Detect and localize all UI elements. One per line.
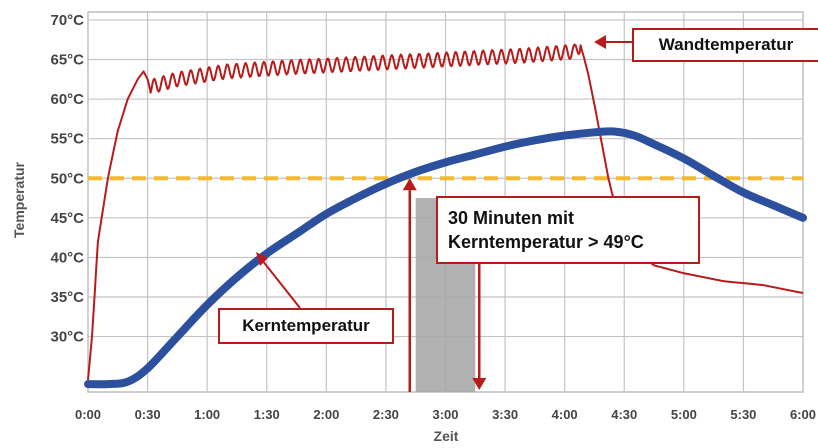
x-tick-label: 2:30 — [373, 407, 399, 422]
duration-callout: 30 Minuten mit Kerntemperatur > 49°C — [436, 196, 700, 264]
kerntemperatur-label: Kerntemperatur — [242, 316, 370, 335]
wandtemperatur-callout: Wandtemperatur — [632, 28, 818, 62]
y-tick-label: 60°C — [50, 91, 84, 108]
x-tick-label: 1:00 — [194, 407, 220, 422]
wandtemperatur-label: Wandtemperatur — [658, 35, 794, 54]
kern-pointer — [261, 259, 301, 309]
y-tick-label: 35°C — [50, 289, 84, 306]
y-axis-title: Temperatur — [11, 161, 27, 238]
x-tick-label: 0:30 — [135, 407, 161, 422]
wand-pointer-head — [594, 35, 606, 49]
duration-line-2: Kerntemperatur > 49°C — [448, 232, 644, 252]
x-tick-label: 5:30 — [730, 407, 756, 422]
y-tick-label: 40°C — [50, 249, 84, 266]
series-wandtemperatur-line — [87, 43, 804, 381]
x-tick-label: 0:00 — [75, 407, 101, 422]
y-tick-label: 70°C — [50, 12, 84, 29]
x-tick-label: 5:00 — [671, 407, 697, 422]
x-tick-label: 4:30 — [611, 407, 637, 422]
duration-line-1: 30 Minuten mit — [448, 208, 575, 228]
kern-pointer-head — [256, 252, 268, 266]
duration-start-arrow-head — [402, 178, 417, 191]
y-tick-label: 45°C — [50, 210, 84, 227]
x-tick-label: 6:00 — [790, 407, 816, 422]
series-kerntemperatur-line — [84, 127, 807, 389]
y-tick-label: 55°C — [50, 131, 84, 148]
y-tick-label: 65°C — [50, 52, 84, 69]
x-tick-label: 3:00 — [432, 407, 458, 422]
x-tick-label: 3:30 — [492, 407, 518, 422]
y-tick-label: 30°C — [50, 329, 84, 346]
x-tick-label: 4:00 — [552, 407, 578, 422]
x-tick-labels: 0:00 0:30 1:00 1:30 2:00 2:30 3:00 3:30 4:00 4:30… — [75, 407, 816, 422]
x-axis-title: Zeit — [434, 428, 459, 444]
x-tick-label: 1:30 — [254, 407, 280, 422]
y-tick-labels: 30°C 35°C 40°C 45°C 50°C 55°C 60°C 65°C 70°C — [50, 12, 84, 346]
series-group — [84, 43, 807, 389]
duration-end-arrow-head — [472, 378, 487, 390]
y-tick-label: 50°C — [50, 170, 84, 187]
x-tick-label: 2:00 — [313, 407, 339, 422]
kerntemperatur-callout: Kerntemperatur — [218, 308, 394, 344]
